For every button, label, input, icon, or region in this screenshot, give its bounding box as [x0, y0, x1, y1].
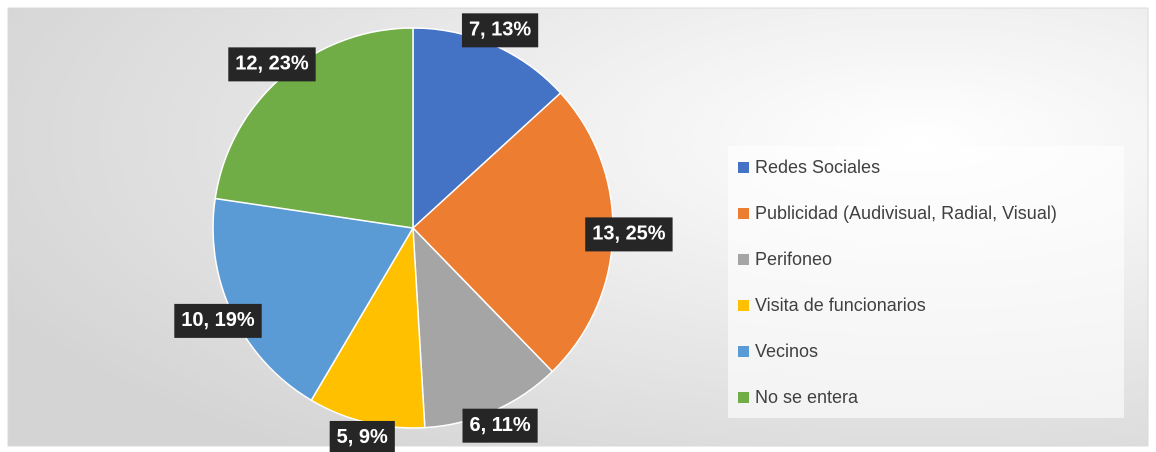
data-label-box — [329, 420, 395, 452]
legend-swatch — [738, 392, 749, 403]
data-label-text: 12, 23% — [235, 53, 309, 75]
data-label: 6, 11% — [462, 408, 538, 443]
legend-swatch — [738, 300, 749, 311]
legend-label: Perifoneo — [755, 249, 832, 269]
data-label: 10, 19% — [174, 303, 262, 338]
legend-swatch — [738, 162, 749, 173]
legend-swatch — [738, 254, 749, 265]
legend-label: Visita de funcionarios — [755, 295, 926, 315]
legend-swatch — [738, 208, 749, 219]
data-label: 12, 23% — [228, 47, 316, 82]
data-label-text: 10, 19% — [181, 309, 255, 331]
data-label-box — [228, 47, 316, 82]
data-label-box — [461, 13, 539, 48]
legend-label: No se entera — [755, 387, 859, 407]
legend-label: Vecinos — [755, 341, 818, 361]
legend-swatch — [738, 346, 749, 357]
data-label: 5, 9% — [329, 420, 395, 452]
data-label: 13, 25% — [585, 217, 673, 252]
data-label-text: 6, 11% — [469, 414, 530, 436]
data-label-text: 13, 25% — [592, 223, 666, 245]
legend-label: Redes Sociales — [755, 157, 880, 177]
legend-box — [728, 146, 1124, 418]
legend-label: Publicidad (Audivisual, Radial, Visual) — [755, 203, 1057, 223]
data-label-box — [462, 408, 538, 443]
data-label: 7, 13% — [461, 13, 539, 48]
data-label-text: 7, 13% — [469, 19, 531, 41]
data-label-text: 5, 9% — [337, 426, 388, 448]
data-label-box — [174, 303, 262, 338]
data-label-box — [585, 217, 673, 252]
